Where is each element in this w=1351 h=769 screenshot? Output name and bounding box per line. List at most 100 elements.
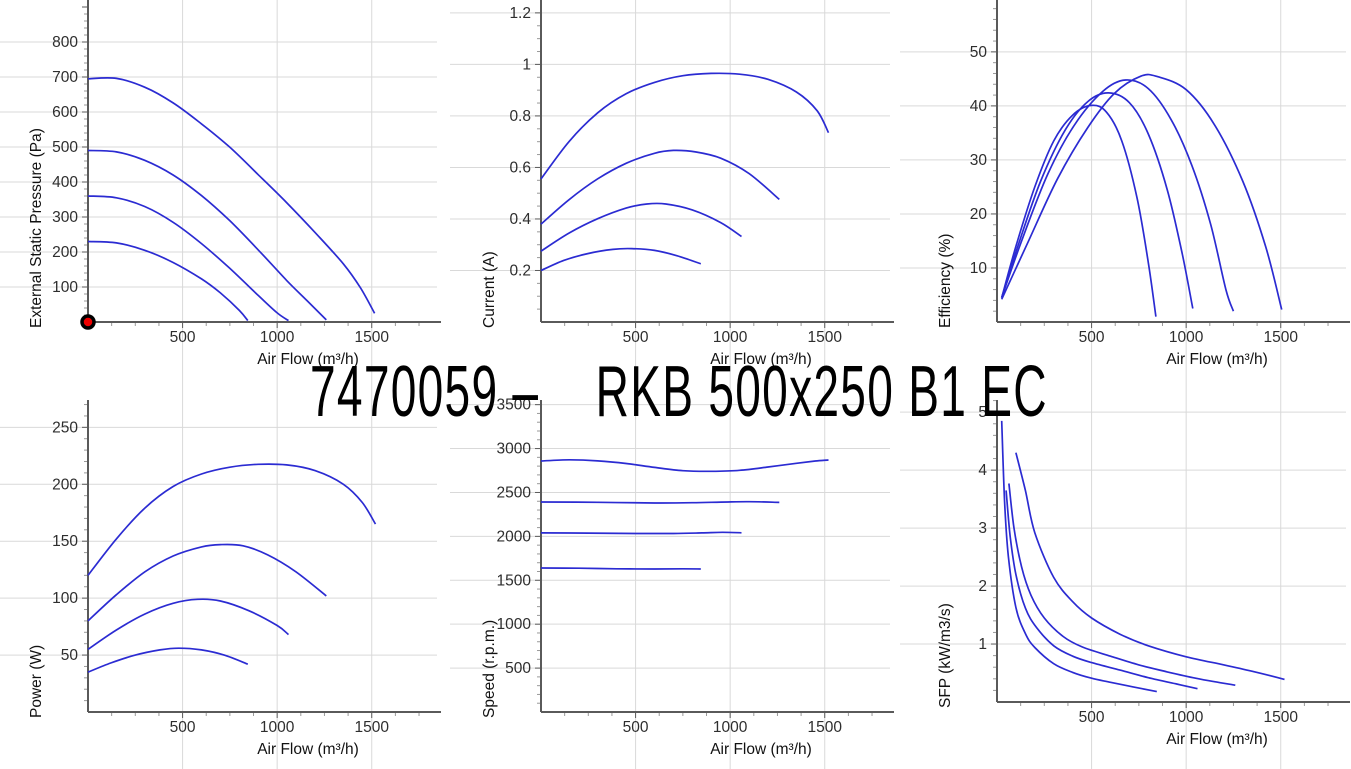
y-tick-label: 10 [970,260,988,277]
curve-setting-3 [540,500,780,504]
x-axis-title: Air Flow (m³/h) [1166,731,1268,748]
chart-cell-current: 500 1000 1500 0.2 0.4 0.6 0.8 1 1.2 Air Flow (m³/… [450,0,900,384]
curve-setting-2 [1005,490,1198,690]
curve-setting-1 [540,247,702,272]
x-tick-label: 1500 [354,719,389,736]
y-tick-label: 500 [505,660,531,677]
x-tick-label: 500 [170,719,196,736]
y-tick-label: 1500 [497,572,532,589]
curve-setting-2 [540,531,742,535]
curve-setting-1 [87,647,249,673]
y-tick-label: 3 [978,520,987,537]
curve-setting-2 [540,202,742,252]
y-tick-label: 150 [52,533,78,550]
y-tick-label: 1 [978,636,987,653]
y-tick-label: 200 [52,244,78,261]
curve-setting-1 [540,567,701,570]
curve-setting-1 [87,240,249,322]
y-axis-title: Power (W) [28,645,45,718]
chart-efficiency: 500 1000 1500 10 20 30 40 50 Air Flow (m³/h) Effi… [900,0,1350,384]
x-axis-title: Air Flow (m³/h) [710,741,812,758]
y-tick-label: 100 [52,279,78,296]
y-tick-label: 0.2 [509,262,531,279]
x-tick-label: 1000 [713,719,748,736]
y-tick-label: 600 [52,104,78,121]
y-tick-label: 4 [978,462,987,479]
x-tick-label: 1500 [1263,329,1298,346]
y-tick-label: 500 [52,139,78,156]
curve-setting-4 [87,463,377,576]
curve-setting-2 [1000,92,1194,309]
y-tick-label: 40 [970,98,988,115]
y-tick-label: 2000 [497,528,532,545]
curve-setting-4 [540,72,830,180]
x-axis-title: Air Flow (m³/h) [257,741,359,758]
curve-setting-3 [540,149,780,225]
chart-cell-power: 500 1000 1500 50 100 150 200 250 Air Flow (m³/h)… [0,384,450,769]
x-tick-label: 1500 [807,329,842,346]
x-axis-title: Air Flow (m³/h) [1166,351,1268,368]
curve-setting-1 [1000,104,1157,317]
y-tick-label: 200 [52,476,78,493]
x-tick-label: 1000 [1169,329,1204,346]
x-tick-label: 1500 [1263,709,1298,726]
y-tick-label: 0.4 [509,211,531,228]
x-tick-label: 500 [623,329,649,346]
x-tick-label: 1000 [713,329,748,346]
chart-cell-external-static-pressure: 500 1000 1500 100 200 300 400 500 600 700 800 Air F… [0,0,450,384]
x-tick-label: 500 [1079,709,1105,726]
curve-setting-1 [1000,420,1157,693]
y-tick-label: 0.8 [509,108,531,125]
x-tick-label: 500 [170,329,196,346]
chart-current: 500 1000 1500 0.2 0.4 0.6 0.8 1 1.2 Air Flow (m³/… [450,0,894,384]
x-tick-label: 1000 [1169,709,1204,726]
operating-point-marker[interactable] [80,314,96,330]
curve-setting-3 [87,543,327,622]
y-tick-label: 1 [522,56,531,73]
y-tick-label: 50 [970,44,988,61]
y-tick-label: 3000 [497,441,532,458]
y-axis-title: SFP (kW/m3/s) [937,603,954,708]
x-tick-label: 1000 [260,329,295,346]
x-axis-title: Air Flow (m³/h) [710,351,812,368]
y-tick-label: 300 [52,209,78,226]
y-tick-label: 20 [970,206,988,223]
y-tick-label: 5 [978,404,987,421]
x-tick-label: 500 [623,719,649,736]
y-tick-label: 700 [52,69,78,86]
y-tick-label: 1.2 [509,5,531,22]
y-tick-label: 2 [978,578,987,595]
y-tick-label: 1000 [497,616,532,633]
curve-setting-2 [87,195,289,322]
y-tick-label: 3500 [497,397,532,414]
y-tick-label: 2500 [497,484,532,501]
chart-sfp: 500 1000 1500 1 2 3 4 5 Air Flow (m³/h) SFP (kW/m… [900,384,1350,769]
x-tick-label: 1000 [260,719,295,736]
y-axis-title: Speed (r.p.m.) [481,620,498,718]
chart-external-static-pressure: 500 1000 1500 100 200 300 400 500 600 700 800 Air F… [0,0,441,384]
curve-setting-4 [1015,452,1285,681]
curve-setting-3 [1000,79,1235,312]
curve-setting-4 [540,458,829,473]
chart-power: 500 1000 1500 50 100 150 200 250 Air Flow (m³/h)… [0,384,441,769]
y-tick-label: 250 [52,419,78,436]
x-tick-label: 1500 [807,719,842,736]
y-axis-title: Efficiency (%) [937,234,954,328]
chart-cell-speed: 500 1000 1500 500 1000 1500 2000 2500 3000 3500 Ai… [450,384,900,769]
curve-setting-4 [1000,73,1283,310]
curve-setting-3 [87,149,327,321]
y-tick-label: 100 [52,590,78,607]
chart-cell-sfp: 500 1000 1500 1 2 3 4 5 Air Flow (m³/h) SFP (kW/m… [900,384,1351,769]
chart-speed: 500 1000 1500 500 1000 1500 2000 2500 3000 3500 Ai… [450,384,894,769]
curve-setting-2 [87,598,290,651]
y-tick-label: 800 [52,34,78,51]
y-tick-label: 30 [970,152,988,169]
x-axis-title: Air Flow (m³/h) [257,351,359,368]
curve-setting-4 [87,77,376,314]
curve-setting-3 [1008,483,1236,687]
x-tick-label: 500 [1079,329,1105,346]
y-tick-label: 0.6 [509,159,531,176]
y-axis-title: External Static Pressure (Pa) [28,128,45,328]
chart-cell-efficiency: 500 1000 1500 10 20 30 40 50 Air Flow (m³/h) Effi… [900,0,1351,384]
